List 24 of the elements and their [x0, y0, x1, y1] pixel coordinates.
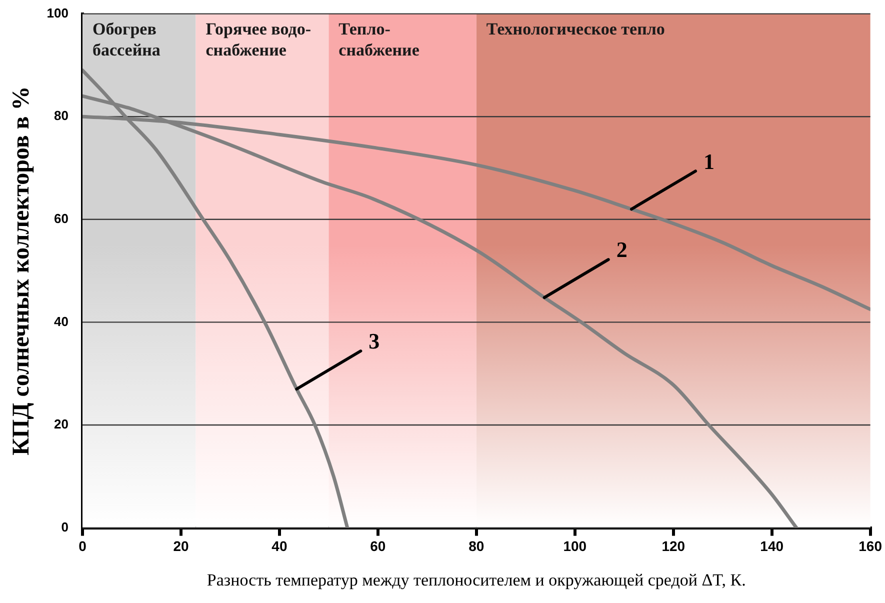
- x-tick-label: 0: [78, 538, 87, 554]
- x-axis-title: Разность температур между теплоносителем и окружающей средой ΔT, К.: [206, 570, 746, 590]
- band-label: Обогрев бассейна: [92, 20, 161, 60]
- y-tick-label: 40: [54, 314, 68, 329]
- x-tick-label: 40: [272, 538, 288, 554]
- y-axis-title: КПД солнечных коллекторов в %: [8, 86, 35, 456]
- x-tick-label: 60: [370, 538, 386, 554]
- annotation: 3: [368, 328, 380, 354]
- band-label: Тепло-снабжение: [338, 20, 420, 60]
- band-label: Технологическое тепло: [486, 20, 665, 39]
- x-tick-label: 160: [858, 538, 882, 554]
- y-tick-label: 60: [54, 210, 68, 226]
- x-tick-label: 140: [760, 538, 784, 554]
- y-tick-label: 100: [46, 5, 68, 20]
- y-tick-label: 0: [61, 519, 68, 534]
- x-tick-label: 20: [173, 538, 189, 554]
- y-tick-label: 80: [54, 108, 68, 124]
- band-label: Горячее водо-снабжение: [206, 20, 312, 60]
- x-tick-label: 120: [662, 538, 686, 554]
- annotation: 2: [616, 237, 628, 262]
- y-tick-label: 20: [54, 416, 68, 432]
- x-tick-label: 80: [468, 538, 484, 554]
- annotation: 1: [704, 148, 715, 174]
- x-tick-label: 100: [563, 538, 587, 554]
